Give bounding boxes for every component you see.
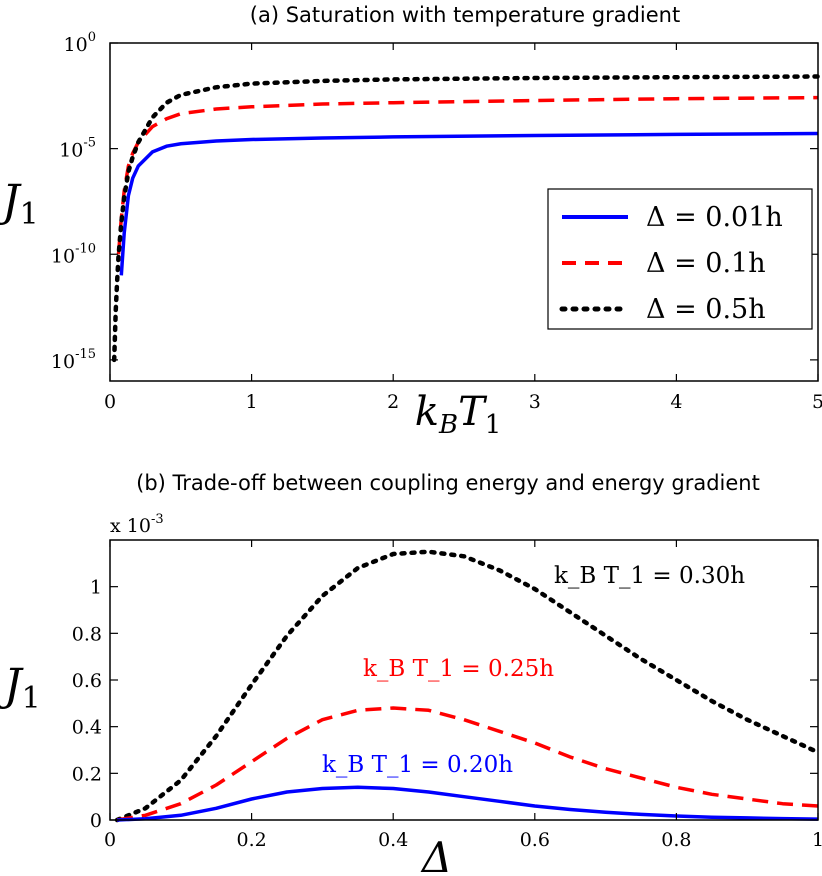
- chart-a-x-ticks: 0 1 2 3 4 5: [104, 43, 822, 413]
- legend-label-2: Δ = 0.5h: [646, 294, 766, 325]
- multiplier-text: x 10: [110, 515, 151, 537]
- y-tick-label: 0.8: [72, 623, 102, 645]
- legend-label-1: Δ = 0.1h: [646, 248, 766, 279]
- chart-b-x-ticks: 0 0.2 0.4 0.6 0.8 1: [104, 540, 822, 851]
- x-tick-label: 0.2: [236, 829, 266, 851]
- x-tick-label: 0.4: [378, 829, 408, 851]
- series-b-line-2: [117, 785, 819, 822]
- chart-b: (b) Trade-off between coupling energy an…: [0, 471, 822, 876]
- chart-a-x-label: kBT1: [415, 389, 502, 440]
- x-tick-label: 0.8: [661, 829, 691, 851]
- curve-label-2: k_B T_1 = 0.20h: [322, 752, 513, 778]
- y-tick-label: 10-10: [51, 241, 96, 267]
- chart-b-plot-area: [114, 549, 821, 823]
- chart-a: (a) Saturation with temperature gradient…: [0, 3, 822, 440]
- y-tick-label: 0: [90, 810, 102, 832]
- chart-a-y-ticks: 100 10-5 10-10 10-15: [51, 30, 818, 373]
- x-tick-label: 5: [812, 391, 822, 413]
- chart-a-title: (a) Saturation with temperature gradient: [250, 3, 680, 27]
- series-b-line-0: [114, 549, 821, 823]
- legend-box: [547, 188, 813, 330]
- chart-b-annotations: k_B T_1 = 0.30h k_B T_1 = 0.25h k_B T_1 = …: [322, 563, 745, 778]
- x-tick-label: 4: [670, 391, 682, 413]
- x-tick-label: 1: [812, 829, 822, 851]
- series-a-line-0: [119, 131, 819, 276]
- curve-label-0: k_B T_1 = 0.30h: [554, 563, 745, 589]
- curve-label-1: k_B T_1 = 0.25h: [363, 656, 554, 682]
- y-tick-label: 10-5: [59, 136, 96, 162]
- chart-a-plot-area: [111, 74, 821, 363]
- y-tick-label: 0.4: [72, 717, 102, 739]
- chart-b-multiplier: x 10-3: [110, 512, 164, 537]
- legend-label-0: Δ = 0.01h: [646, 202, 783, 233]
- y-tick-label: 10-15: [51, 347, 96, 373]
- chart-b-x-label: Δ: [420, 833, 452, 876]
- multiplier-exp: -3: [151, 512, 164, 527]
- x-tick-label: 0.6: [520, 829, 550, 851]
- y-tick-label: 0.2: [72, 763, 102, 785]
- x-tick-label: 2: [387, 391, 399, 413]
- x-tick-label: 3: [529, 391, 541, 413]
- chart-a-axes-frame: [109, 42, 819, 382]
- chart-a-y-label: J1: [0, 176, 39, 232]
- chart-b-y-label: J1: [0, 660, 41, 716]
- chart-b-title: (b) Trade-off between coupling energy an…: [136, 471, 760, 495]
- x-tick-label: 0: [104, 391, 116, 413]
- y-tick-label: 1: [90, 577, 102, 599]
- x-tick-label: 0: [104, 829, 116, 851]
- x-tick-label: 1: [246, 391, 258, 413]
- y-tick-label: 100: [64, 30, 96, 56]
- y-tick-label: 0.6: [72, 670, 102, 692]
- chart-b-y-ticks: 0 0.2 0.4 0.6 0.8 1: [72, 577, 818, 832]
- chart-a-legend: Δ = 0.01h Δ = 0.1h Δ = 0.5h: [547, 188, 813, 330]
- series-a-line-2: [111, 74, 821, 363]
